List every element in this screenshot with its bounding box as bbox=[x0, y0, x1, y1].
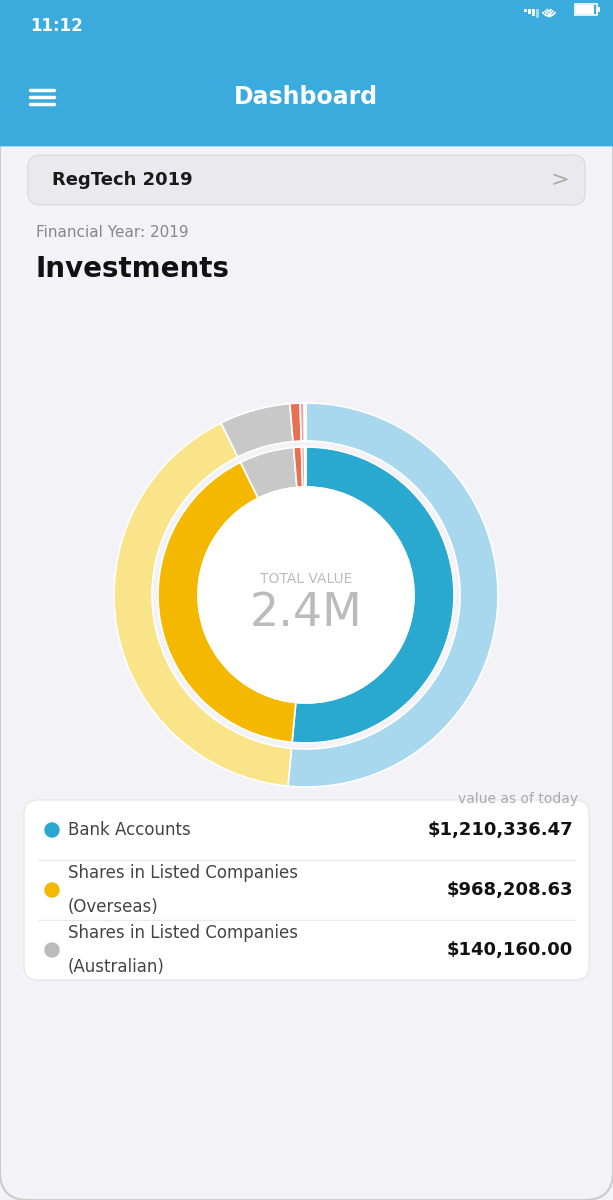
Bar bbox=[536, 8, 538, 18]
Bar bbox=[597, 7, 600, 12]
Text: (Australian): (Australian) bbox=[68, 958, 165, 976]
Text: $968,208.63: $968,208.63 bbox=[446, 881, 573, 899]
Wedge shape bbox=[305, 446, 306, 487]
Bar bbox=[0, 73, 613, 145]
Wedge shape bbox=[302, 448, 305, 487]
Wedge shape bbox=[288, 403, 498, 787]
Wedge shape bbox=[221, 403, 293, 457]
Text: Investments: Investments bbox=[36, 254, 230, 283]
Wedge shape bbox=[290, 403, 301, 442]
Bar bbox=[532, 8, 535, 16]
Text: $140,160.00: $140,160.00 bbox=[447, 941, 573, 959]
Text: RegTech 2019: RegTech 2019 bbox=[52, 170, 192, 188]
Text: Shares in Listed Companies: Shares in Listed Companies bbox=[68, 864, 298, 882]
Bar bbox=[575, 4, 597, 14]
Text: (Overseas): (Overseas) bbox=[68, 898, 159, 916]
Text: 11:12: 11:12 bbox=[30, 17, 83, 35]
Wedge shape bbox=[292, 446, 454, 743]
Bar bbox=[576, 5, 594, 14]
Text: $1,210,336.47: $1,210,336.47 bbox=[427, 821, 573, 839]
FancyBboxPatch shape bbox=[24, 800, 589, 980]
Text: Bank Accounts: Bank Accounts bbox=[68, 821, 191, 839]
Text: >: > bbox=[550, 170, 569, 190]
Text: Dashboard: Dashboard bbox=[234, 85, 378, 109]
Circle shape bbox=[45, 943, 59, 958]
Bar bbox=[0, 0, 613, 145]
FancyBboxPatch shape bbox=[28, 155, 585, 205]
Text: Shares in Listed Companies: Shares in Listed Companies bbox=[68, 924, 298, 942]
Wedge shape bbox=[300, 403, 305, 442]
Wedge shape bbox=[294, 448, 303, 487]
Wedge shape bbox=[240, 448, 297, 498]
Text: value as of today: value as of today bbox=[458, 792, 578, 806]
Circle shape bbox=[198, 487, 414, 703]
Wedge shape bbox=[158, 462, 296, 743]
Wedge shape bbox=[114, 422, 292, 786]
Bar bbox=[528, 8, 530, 14]
FancyBboxPatch shape bbox=[0, 0, 613, 145]
Bar bbox=[524, 8, 527, 12]
Text: 2.4M: 2.4M bbox=[249, 590, 362, 636]
Text: Financial Year: 2019: Financial Year: 2019 bbox=[36, 226, 189, 240]
Circle shape bbox=[45, 823, 59, 838]
Text: TOTAL VALUE: TOTAL VALUE bbox=[260, 572, 352, 586]
Wedge shape bbox=[304, 403, 306, 442]
Circle shape bbox=[45, 883, 59, 898]
